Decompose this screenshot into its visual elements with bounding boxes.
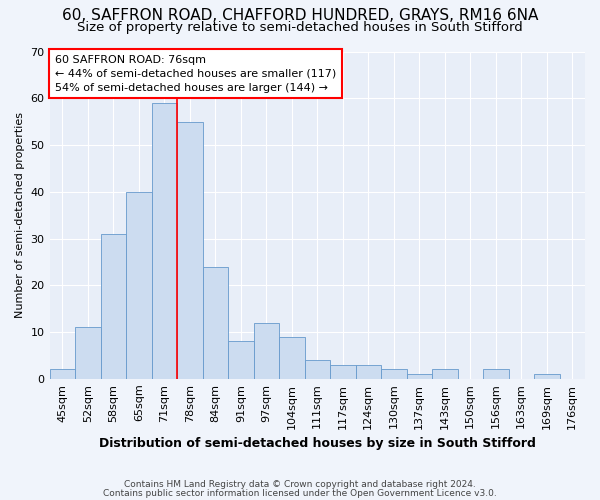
Text: 60 SAFFRON ROAD: 76sqm
← 44% of semi-detached houses are smaller (117)
54% of se: 60 SAFFRON ROAD: 76sqm ← 44% of semi-det… xyxy=(55,55,336,93)
Bar xyxy=(407,374,432,379)
Bar xyxy=(75,328,101,379)
Bar xyxy=(279,336,305,379)
Bar xyxy=(305,360,330,379)
Bar xyxy=(330,365,356,379)
Bar xyxy=(356,365,381,379)
Bar xyxy=(203,266,228,379)
Bar xyxy=(152,103,177,379)
Bar xyxy=(126,192,152,379)
Bar xyxy=(381,370,407,379)
X-axis label: Distribution of semi-detached houses by size in South Stifford: Distribution of semi-detached houses by … xyxy=(99,437,536,450)
Text: Contains public sector information licensed under the Open Government Licence v3: Contains public sector information licen… xyxy=(103,488,497,498)
Bar xyxy=(254,322,279,379)
Y-axis label: Number of semi-detached properties: Number of semi-detached properties xyxy=(15,112,25,318)
Bar xyxy=(101,234,126,379)
Bar xyxy=(483,370,509,379)
Bar xyxy=(534,374,560,379)
Bar xyxy=(228,342,254,379)
Bar xyxy=(50,370,75,379)
Text: 60, SAFFRON ROAD, CHAFFORD HUNDRED, GRAYS, RM16 6NA: 60, SAFFRON ROAD, CHAFFORD HUNDRED, GRAY… xyxy=(62,8,538,22)
Text: Contains HM Land Registry data © Crown copyright and database right 2024.: Contains HM Land Registry data © Crown c… xyxy=(124,480,476,489)
Text: Size of property relative to semi-detached houses in South Stifford: Size of property relative to semi-detach… xyxy=(77,21,523,34)
Bar xyxy=(432,370,458,379)
Bar xyxy=(177,122,203,379)
